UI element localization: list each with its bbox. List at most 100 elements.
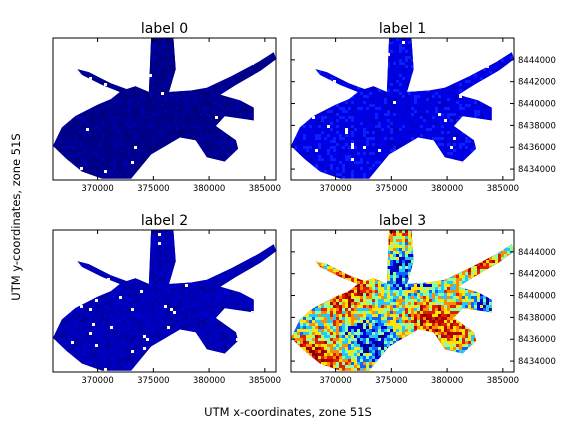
- heatmap-cell: [206, 110, 209, 113]
- heatmap-cell: [396, 77, 399, 80]
- heatmap-cell: [167, 74, 170, 77]
- heatmap-cell: [125, 107, 128, 110]
- heatmap-cell: [191, 101, 194, 104]
- heatmap-cell: [119, 116, 122, 119]
- heatmap-cell: [101, 170, 104, 173]
- heatmap-cell: [212, 152, 215, 155]
- heatmap-cell: [119, 176, 122, 179]
- heatmap-cell: [119, 137, 122, 140]
- heatmap-cell: [248, 107, 251, 110]
- heatmap-cell: [83, 164, 86, 167]
- heatmap-cell: [146, 149, 149, 152]
- heatmap-cell: [104, 128, 107, 131]
- heatmap-cell: [74, 125, 77, 128]
- heatmap-cell: [504, 59, 507, 62]
- heatmap-cell: [185, 116, 188, 119]
- heatmap-cell: [164, 59, 167, 62]
- heatmap-cell: [149, 80, 152, 83]
- heatmap-cell: [164, 104, 167, 107]
- heatmap-cell: [212, 95, 215, 98]
- heatmap-cell: [131, 119, 134, 122]
- heatmap-cell: [155, 122, 158, 125]
- heatmap-cell: [155, 107, 158, 110]
- heatmap-cell: [245, 113, 248, 116]
- heatmap-cell: [98, 155, 101, 158]
- heatmap-cell: [155, 137, 158, 140]
- heatmap-cell: [215, 110, 218, 113]
- heatmap-cell: [203, 98, 206, 101]
- heatmap-cell: [495, 65, 498, 68]
- heatmap-cell: [95, 161, 98, 164]
- heatmap-cell: [68, 131, 71, 134]
- heatmap-cell: [140, 89, 143, 92]
- heatmap-cell: [203, 137, 206, 140]
- heatmap-cell: [230, 107, 233, 110]
- heatmap-cell: [146, 140, 149, 143]
- heatmap-cell: [110, 167, 113, 170]
- heatmap-cell: [128, 110, 131, 113]
- heatmap-cell: [173, 125, 176, 128]
- heatmap-cell: [185, 125, 188, 128]
- heatmap-cell: [101, 161, 104, 164]
- heatmap-cell: [83, 146, 86, 149]
- heatmap-cell: [227, 98, 230, 101]
- heatmap-cell: [125, 164, 128, 167]
- heatmap-cell: [137, 113, 140, 116]
- heatmap-cell: [125, 92, 128, 95]
- heatmap-cell: [152, 56, 155, 59]
- heatmap-cell: [396, 62, 399, 65]
- heatmap-cell: [209, 131, 212, 134]
- heatmap-cell: [161, 107, 164, 110]
- heatmap-cell: [152, 146, 155, 149]
- heatmap-cell: [128, 167, 131, 170]
- heatmap-cell: [254, 68, 257, 71]
- heatmap-cell: [101, 116, 104, 119]
- heatmap-cell: [203, 110, 206, 113]
- heatmap-cell: [131, 104, 134, 107]
- heatmap-cell: [77, 131, 80, 134]
- heatmap-cell: [65, 149, 68, 152]
- heatmap-cell: [104, 83, 107, 86]
- heatmap-cell: [122, 149, 125, 152]
- heatmap-cell: [65, 152, 68, 155]
- heatmap-cell: [146, 119, 149, 122]
- heatmap-cell: [164, 137, 167, 140]
- heatmap-cell: [128, 164, 131, 167]
- heatmap-cell: [107, 176, 110, 179]
- heatmap-cell: [182, 134, 185, 137]
- heatmap-cell: [149, 119, 152, 122]
- heatmap-cell: [68, 134, 71, 137]
- heatmap-cell: [128, 155, 131, 158]
- heatmap-cell: [203, 107, 206, 110]
- heatmap-cell: [89, 152, 92, 155]
- heatmap-cell: [86, 110, 89, 113]
- heatmap-cell: [188, 110, 191, 113]
- heatmap-cell: [212, 131, 215, 134]
- heatmap-cell: [158, 140, 161, 143]
- heatmap-cell: [230, 80, 233, 83]
- heatmap-cell: [143, 134, 146, 137]
- heatmap-cell: [101, 152, 104, 155]
- heatmap-cell: [393, 62, 396, 65]
- heatmap-cell: [92, 134, 95, 137]
- heatmap-cell: [227, 101, 230, 104]
- heatmap-cell: [164, 47, 167, 50]
- heatmap-cell: [125, 128, 128, 131]
- heatmap-cell: [399, 56, 402, 59]
- heatmap-cell: [194, 122, 197, 125]
- heatmap-cell: [65, 140, 68, 143]
- heatmap-cell: [215, 152, 218, 155]
- heatmap-cell: [218, 143, 221, 146]
- heatmap-cell: [83, 140, 86, 143]
- heatmap-cell: [173, 116, 176, 119]
- heatmap-cell: [140, 158, 143, 161]
- heatmap-cell: [155, 74, 158, 77]
- heatmap-cell: [86, 74, 89, 77]
- heatmap-cell: [86, 155, 89, 158]
- heatmap-cell: [89, 149, 92, 152]
- heatmap-cell: [74, 143, 77, 146]
- heatmap-cell: [74, 131, 77, 134]
- heatmap-cell: [170, 65, 173, 68]
- heatmap-cell: [110, 170, 113, 173]
- heatmap-cell: [146, 95, 149, 98]
